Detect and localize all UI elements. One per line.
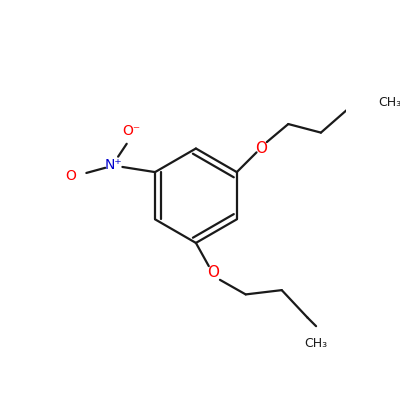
Text: CH₃: CH₃ xyxy=(378,96,400,109)
Text: O⁻: O⁻ xyxy=(122,124,140,138)
Text: O: O xyxy=(207,266,219,280)
Text: O: O xyxy=(255,140,267,156)
Text: CH₃: CH₃ xyxy=(304,337,328,350)
Text: O: O xyxy=(66,168,76,182)
Text: N⁺: N⁺ xyxy=(105,158,123,172)
